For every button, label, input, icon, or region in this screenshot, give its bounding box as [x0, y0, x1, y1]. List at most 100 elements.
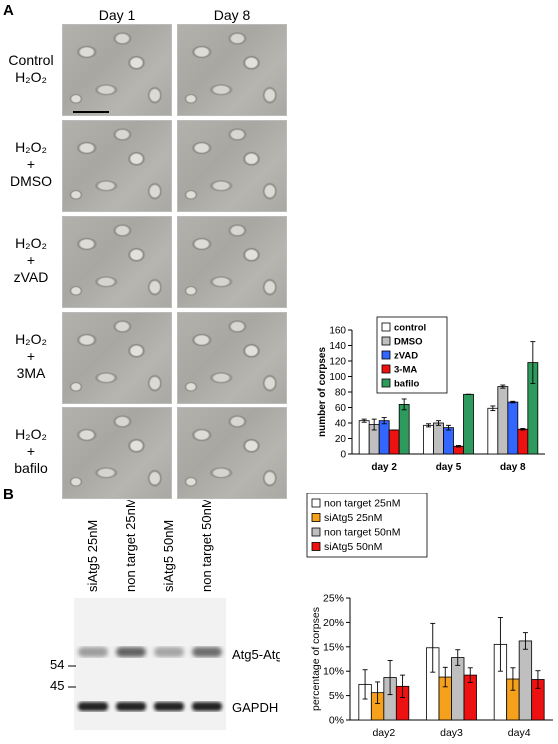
y-tick-label: 25%: [323, 593, 344, 605]
micrograph-image: [177, 216, 287, 308]
y-tick-label: 20: [335, 434, 347, 445]
x-category-label: day3: [440, 727, 463, 739]
bar-3-ma: [388, 429, 400, 455]
x-category-label: day4: [508, 727, 531, 739]
row-label-line: 3MA: [16, 365, 46, 381]
row-label-4: H₂O₂ + bafilo: [0, 426, 62, 477]
bar-control: [358, 420, 370, 455]
bar-non-target-50nm: [518, 640, 533, 721]
band-atg5-atg12: [116, 647, 146, 657]
x-category-label: day2: [372, 727, 395, 739]
scale-bar: [73, 111, 109, 113]
bar-control: [487, 407, 499, 455]
row-label-line: H₂O₂: [15, 331, 47, 347]
band-gapdh: [192, 702, 222, 711]
y-tick-label: 0%: [329, 715, 344, 727]
bar-zvad: [443, 427, 454, 455]
bar-dmso: [433, 422, 444, 455]
band-atg5-atg12: [192, 647, 222, 657]
legend-swatch: [381, 364, 391, 374]
band-atg5-atg12: [78, 647, 108, 657]
micrograph-image: [177, 407, 287, 499]
legend-label: zVAD: [394, 351, 418, 362]
bar-non-target-50nm: [451, 657, 465, 721]
micrograph-image: [177, 312, 287, 404]
legend-swatch: [311, 542, 321, 551]
bar-bafilo: [398, 404, 410, 455]
legend-swatch: [381, 336, 391, 346]
column-header-day1: Day 1: [98, 7, 136, 23]
row-label-line: H₂O₂: [15, 426, 47, 442]
micrograph-image: [62, 216, 172, 308]
micrograph-image: [62, 407, 172, 499]
y-tick-label: 0: [340, 450, 346, 461]
legend-label: siAtg5 50nM: [324, 541, 382, 553]
band-label-atg5-atg12: Atg5-Atg12: [232, 647, 280, 662]
band-label-gapdh: GAPDH: [232, 700, 278, 715]
y-tick-label: 20%: [323, 617, 344, 629]
micrograph-image: [177, 24, 287, 116]
lane-label: non target 50nM: [199, 500, 214, 592]
lane-label: siAtg5 50nM: [161, 520, 176, 592]
legend-label: bafilo: [394, 379, 420, 390]
y-tick-label: 60: [335, 403, 347, 414]
lane-label: non target 25nM: [123, 500, 138, 592]
micrograph-image: [62, 24, 172, 116]
legend-swatch: [311, 527, 321, 537]
blot-svg: siAtg5 25nM non target 25nM siAtg5 50nM non…: [50, 500, 280, 730]
row-label-line: H₂O₂: [15, 139, 47, 155]
y-tick-label: 80: [335, 388, 347, 399]
marker-54: 54: [50, 657, 64, 672]
legend-label: DMSO: [394, 337, 423, 348]
legend-swatch: [381, 322, 391, 332]
legend-swatch: [311, 498, 321, 508]
column-header-day8: Day 8: [213, 7, 251, 23]
y-tick-label: 140: [329, 341, 346, 352]
bar-bafilo: [463, 393, 474, 455]
legend-swatch: [311, 513, 321, 522]
bar-control: [423, 424, 434, 455]
row-label-line: DMSO: [10, 173, 52, 189]
chart-corpses-percentage: 0% 5% 10% 15% 20% 25%percentage of corpses day…: [306, 493, 553, 739]
micrograph-image: [177, 120, 287, 212]
lane-label: siAtg5 25nM: [85, 520, 100, 592]
band-gapdh: [78, 702, 108, 711]
bar-3-ma: [517, 428, 529, 455]
row-label-line: +: [26, 156, 36, 172]
band-gapdh: [154, 702, 184, 711]
y-tick-label: 100: [329, 372, 346, 383]
row-label-line: zVAD: [13, 269, 49, 285]
legend-label: control: [394, 323, 426, 334]
band-gapdh: [116, 702, 146, 711]
legend-swatch: [381, 350, 391, 360]
x-category-label: day 5: [436, 462, 462, 473]
y-tick-label: 10%: [323, 666, 344, 678]
legend-swatch: [381, 378, 391, 388]
row-label-line: H₂O₂: [15, 235, 47, 251]
legend-label: siAtg5 25nM: [324, 512, 382, 524]
row-label-line: Control: [8, 52, 54, 68]
y-axis-label: number of corpses: [317, 347, 328, 437]
legend-label: 3-MA: [394, 365, 417, 376]
row-label-1: H₂O₂ + DMSO: [0, 139, 62, 190]
legend-label: non target 50nM: [324, 527, 400, 539]
bar-zvad: [507, 401, 519, 455]
row-label-line: H₂O₂: [15, 69, 47, 85]
panel-letter-a: A: [3, 2, 14, 19]
row-label-line: bafilo: [14, 460, 48, 476]
row-label-0: Control H₂O₂: [0, 52, 62, 86]
y-tick-label: 15%: [323, 641, 344, 653]
bar-zvad: [378, 420, 390, 455]
row-label-2: H₂O₂ + zVAD: [0, 235, 62, 286]
row-label-3: H₂O₂ +3MA: [0, 331, 62, 382]
marker-45: 45: [50, 678, 64, 693]
bar-dmso: [497, 386, 509, 455]
y-tick-label: 160: [329, 326, 346, 337]
row-label-line: +: [26, 348, 36, 364]
y-tick-label: 5%: [329, 690, 344, 702]
row-label-line: +: [26, 252, 36, 268]
band-atg5-atg12: [154, 647, 184, 657]
legend-box: [306, 493, 428, 558]
y-tick-label: 40: [335, 419, 347, 430]
